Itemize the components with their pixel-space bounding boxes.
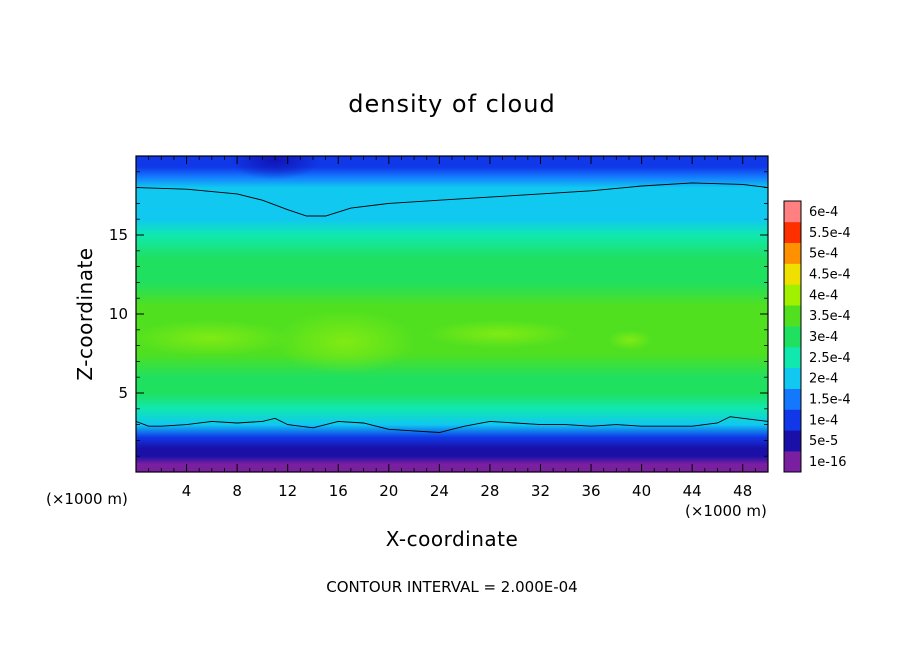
- x-tick-label: 32: [531, 482, 550, 500]
- colorbar-swatch: [784, 367, 801, 389]
- x-axis-unit-label: (×1000 m): [685, 502, 767, 520]
- colorbar-label: 1e-4: [809, 413, 838, 428]
- colorbar-swatch: [784, 263, 801, 285]
- contour-line: [136, 182, 768, 217]
- y-tick-label: 15: [109, 226, 128, 244]
- colorbar-label: 2.5e-4: [809, 351, 851, 366]
- colorbar-label: 1e-16: [809, 455, 847, 470]
- colorbar-swatch: [784, 284, 801, 306]
- x-tick-label: 8: [232, 482, 242, 500]
- x-axis-ticks: 4 8 12 16 20 24 28 32 36 40 44 48: [148, 156, 756, 500]
- x-axis-label: X-coordinate: [386, 527, 519, 551]
- colorbar-label: 3.5e-4: [809, 309, 851, 324]
- plot-area: [136, 156, 768, 472]
- colorbar-swatch: [784, 242, 801, 264]
- colorbar-label: 2e-4: [809, 372, 838, 387]
- colorbar: 1e-16 5e-5 1e-4 1.5e-4 2e-4 2.5e-4 3e-4 3.5e-4 4…: [783, 200, 851, 473]
- x-tick-label: 36: [581, 482, 600, 500]
- x-tick-label: 24: [430, 482, 449, 500]
- colorbar-label: 5e-5: [809, 434, 838, 449]
- y-axis-label: Z-coordinate: [73, 247, 97, 380]
- colorbar-swatch: [784, 201, 801, 223]
- colorbar-swatch: [784, 305, 801, 327]
- x-tick-label: 40: [632, 482, 651, 500]
- contour-lines: [136, 182, 768, 433]
- z-axis-unit-label: (×1000 m): [46, 490, 128, 508]
- low-density-region: [230, 156, 320, 180]
- high-density-region: [136, 320, 290, 356]
- colorbar-label: 5e-4: [809, 247, 838, 262]
- colorbar-swatch: [784, 221, 801, 243]
- colorbar-swatch: [784, 409, 801, 431]
- y-tick-label: 5: [118, 384, 128, 402]
- colorbar-swatch: [784, 451, 801, 473]
- x-tick-label: 20: [379, 482, 398, 500]
- colorbar-label: 1.5e-4: [809, 393, 851, 408]
- density-field: [136, 156, 768, 472]
- x-tick-label: 48: [733, 482, 752, 500]
- colorbar-frame: [783, 200, 802, 473]
- high-density-region: [425, 320, 575, 348]
- y-axis-ticks: 5 10 15: [109, 171, 768, 457]
- high-density-region: [275, 310, 415, 374]
- colorbar-label: 6e-4: [809, 205, 838, 220]
- x-tick-label: 4: [182, 482, 192, 500]
- colorbar-label: 5.5e-4: [809, 226, 851, 241]
- x-tick-label: 12: [278, 482, 297, 500]
- colorbar-swatch: [784, 346, 801, 369]
- colorbar-swatch: [784, 326, 801, 348]
- colorbar-label: 3e-4: [809, 330, 838, 345]
- x-tick-label: 44: [683, 482, 702, 500]
- colorbar-label: 4.5e-4: [809, 268, 851, 283]
- chart-title: density of cloud: [348, 90, 555, 118]
- x-tick-label: 16: [329, 482, 348, 500]
- colorbar-label: 4e-4: [809, 288, 838, 303]
- contour-line: [136, 416, 768, 433]
- colorbar-swatch: [784, 430, 801, 452]
- colorbar-swatch: [784, 388, 801, 410]
- x-tick-label: 28: [480, 482, 499, 500]
- contour-interval-note: CONTOUR INTERVAL = 2.000E-04: [326, 578, 577, 596]
- high-density-region: [608, 330, 652, 350]
- y-tick-label: 10: [109, 305, 128, 323]
